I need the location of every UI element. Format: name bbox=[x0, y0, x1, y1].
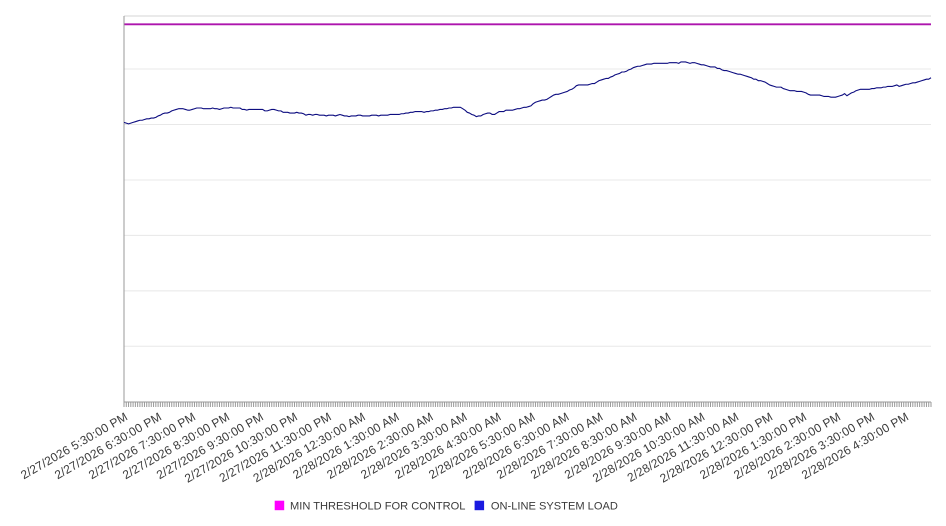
svg-text:MIN THRESHOLD FOR CONTROL: MIN THRESHOLD FOR CONTROL bbox=[290, 500, 465, 512]
svg-text:ON-LINE SYSTEM LOAD: ON-LINE SYSTEM LOAD bbox=[491, 500, 618, 512]
